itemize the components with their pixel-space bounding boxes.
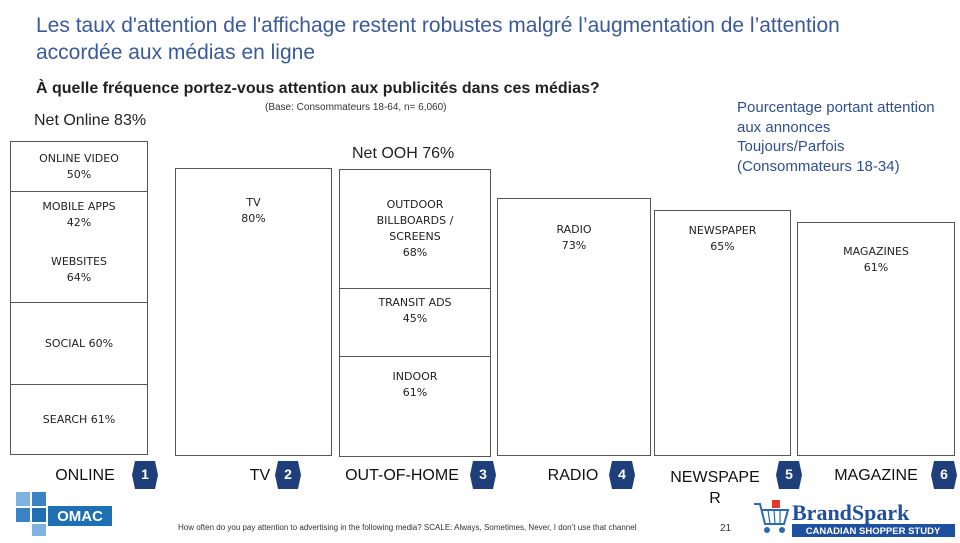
rank-badge-3: 3 — [469, 460, 497, 490]
column-name-online: ONLINE — [55, 467, 115, 484]
omac-logo: OMAC — [12, 490, 117, 538]
magazine-cell: MAGAZINES 61% — [798, 244, 954, 276]
social-cell: SOCIAL 60% — [11, 302, 147, 384]
net-ooh-label: Net OOH 76% — [352, 145, 455, 162]
newspaper-box: NEWSPAPER 65% — [654, 210, 791, 456]
badge-shape-icon — [931, 461, 957, 489]
tv-label: TV — [246, 196, 261, 209]
badge-shape-icon — [132, 461, 158, 489]
rank-badge-1: 1 — [131, 460, 159, 490]
outdoor-value: 68% — [402, 246, 428, 259]
newspaper-value: 65% — [710, 240, 735, 253]
rank-2-number: 2 — [284, 466, 292, 482]
net-online-label: Net Online 83% — [34, 112, 147, 129]
rank-4-number: 4 — [618, 466, 626, 482]
rank-badge-6: 6 — [930, 460, 958, 490]
radio-cell: RADIO 73% — [498, 222, 650, 254]
radio-box: RADIO 73% — [497, 198, 651, 456]
transit-value: 45% — [402, 312, 428, 325]
outdoor-label-2: BILLBOARDS / — [376, 214, 454, 227]
column-name-radio: RADIO — [547, 467, 599, 484]
brandspark-subtitle: CANADIAN SHOPPER STUDY — [806, 526, 941, 537]
column-name-tv: TV — [249, 467, 271, 484]
brandspark-name: BrandSpark — [792, 500, 910, 525]
websites-value: 64% — [66, 270, 92, 284]
ooh-box: OUTDOOR BILLBOARDS / SCREENS 68% TRANSIT… — [339, 169, 491, 457]
page-number: 21 — [720, 523, 732, 534]
rank-5-number: 5 — [785, 466, 793, 482]
column-name-newspaper-line1: NEWSPAPE — [670, 469, 760, 486]
rank-badge-5: 5 — [775, 460, 803, 490]
rank-badge-4: 4 — [608, 460, 636, 490]
rank-6-number: 6 — [940, 466, 948, 482]
magazine-label: MAGAZINES — [843, 245, 909, 258]
brandspark-logo-graphic: BrandSpark CANADIAN SHOPPER STUDY — [754, 500, 955, 537]
outdoor-cell: OUTDOOR BILLBOARDS / SCREENS 68% — [340, 170, 490, 288]
brandspark-logo: BrandSpark CANADIAN SHOPPER STUDY — [752, 498, 957, 538]
transit-label: TRANSIT ADS — [378, 296, 452, 309]
badge-shape-icon — [275, 461, 301, 489]
magazine-box: MAGAZINES 61% — [797, 222, 955, 456]
tv-box: TV 80% — [175, 168, 332, 456]
base-note: (Base: Consommateurs 18-64, n= 6,060) — [265, 102, 447, 113]
slide-title: Les taux d'attention de l'affichage rest… — [36, 14, 840, 64]
shopping-cart-icon — [754, 500, 790, 533]
rank-3-number: 3 — [479, 466, 487, 482]
badge-shape-icon — [470, 461, 496, 489]
indoor-value: 61% — [402, 386, 428, 399]
omac-logo-text: OMAC — [57, 508, 103, 525]
websites-cell: WEBSITES 64% — [11, 237, 147, 302]
newspaper-cell: NEWSPAPER 65% — [655, 223, 790, 255]
search-cell: SEARCH 61% — [11, 384, 147, 454]
column-name-newspaper: NEWSPAPE R — [660, 467, 770, 509]
radio-value: 73% — [561, 239, 587, 252]
newspaper-label: NEWSPAPER — [688, 224, 757, 237]
survey-question: À quelle fréquence portez-vous attention… — [36, 80, 600, 97]
column-name-magazine: MAGAZINE — [834, 467, 918, 484]
transit-cell: TRANSIT ADS 45% — [340, 288, 490, 356]
column-name-ooh: OUT-OF-HOME — [345, 467, 459, 484]
footnote: How often do you pay attention to advert… — [178, 523, 637, 532]
mobile-apps-cell: MOBILE APPS 42% — [11, 191, 147, 237]
outdoor-label-3: SCREENS — [389, 230, 441, 243]
magazine-value: 61% — [863, 261, 889, 274]
omac-logo-graphic: OMAC — [16, 492, 112, 536]
online-box: ONLINE VIDEO 50% MOBILE APPS 42% WEBSITE… — [10, 141, 148, 455]
search-label: SEARCH 61% — [42, 412, 116, 426]
radio-label: RADIO — [556, 223, 592, 236]
rank-1-number: 1 — [141, 466, 149, 482]
outdoor-label-1: OUTDOOR — [386, 198, 444, 211]
column-name-newspaper-line2: R — [709, 490, 721, 507]
mobile-apps-label: MOBILE APPS — [42, 199, 116, 213]
tv-value: 80% — [241, 212, 266, 225]
online-video-label: ONLINE VIDEO — [39, 151, 119, 165]
mobile-apps-value: 42% — [66, 215, 92, 229]
badge-shape-icon — [609, 461, 635, 489]
badge-shape-icon — [776, 461, 802, 489]
social-label: SOCIAL 60% — [44, 336, 114, 350]
indoor-cell: INDOOR 61% — [340, 356, 490, 456]
websites-label: WEBSITES — [50, 254, 108, 268]
legend-note: Pourcentage portant attention aux annonc… — [737, 99, 935, 175]
indoor-label: INDOOR — [392, 370, 438, 383]
online-video-value: 50% — [66, 167, 92, 181]
online-video-cell: ONLINE VIDEO 50% — [11, 142, 147, 191]
rank-badge-2: 2 — [274, 460, 302, 490]
tv-cell: TV 80% — [176, 195, 331, 227]
